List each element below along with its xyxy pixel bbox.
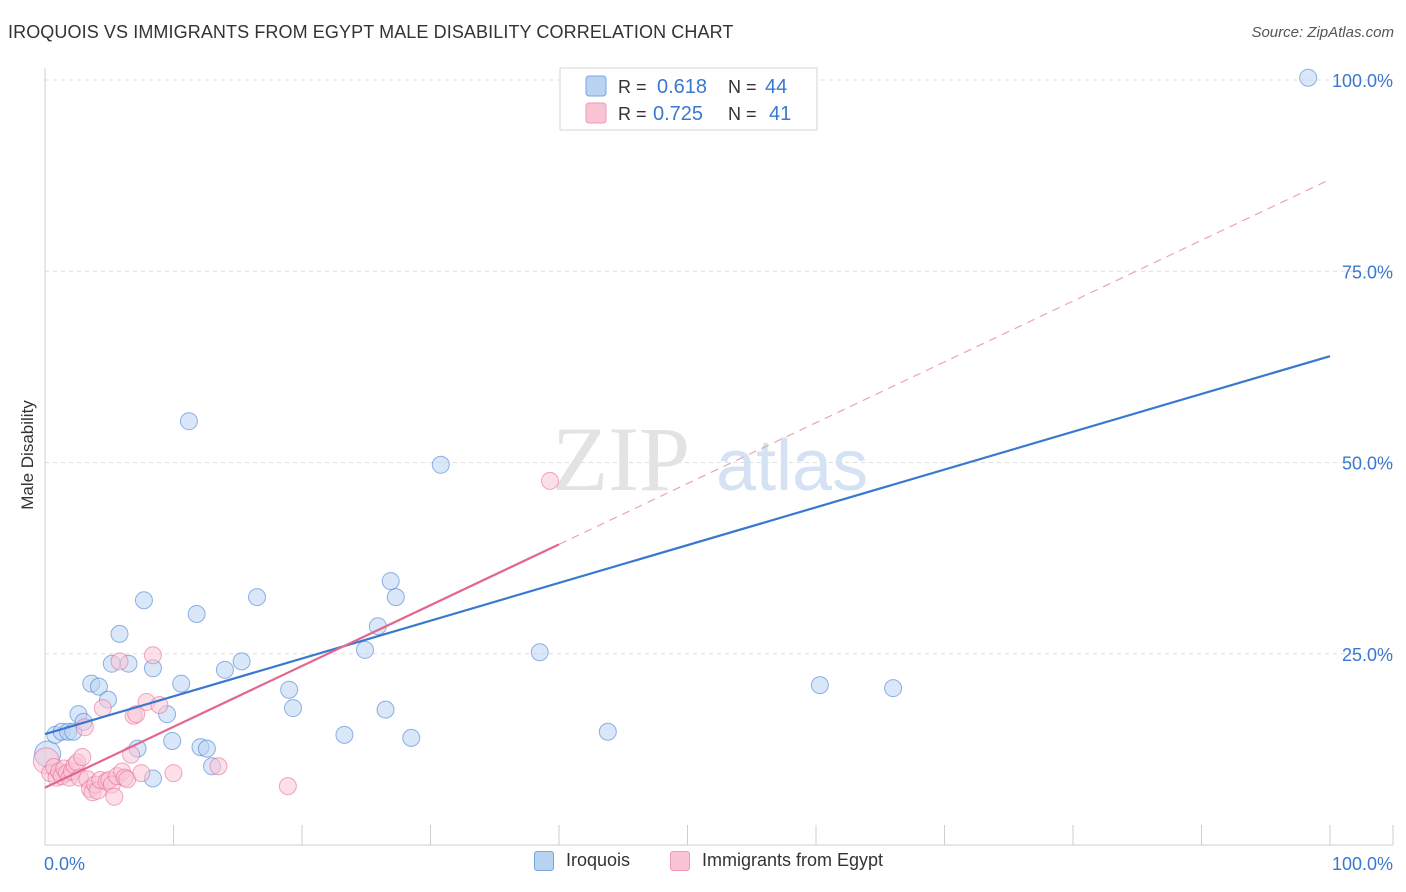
point-egypt-21 bbox=[93, 699, 112, 718]
point-egypt-39 bbox=[209, 757, 228, 776]
point-iroquois-36 bbox=[402, 728, 421, 747]
point-iroquois-30 bbox=[335, 725, 354, 744]
point-egypt-41 bbox=[541, 471, 560, 490]
x-tick-label-min: 0.0% bbox=[44, 854, 85, 874]
point-egypt-33 bbox=[127, 705, 146, 724]
legend-n-value-iroquois: 44 bbox=[765, 76, 787, 98]
watermark-zip: ZIP bbox=[552, 408, 690, 510]
point-iroquois-31 bbox=[355, 640, 374, 659]
legend-swatch-egypt-bottom bbox=[670, 850, 690, 871]
source-label: Source: ZipAtlas.com bbox=[1251, 24, 1394, 41]
point-iroquois-34 bbox=[381, 572, 400, 591]
point-iroquois-25 bbox=[215, 660, 234, 679]
chart-title: IROQUOIS VS IMMIGRANTS FROM EGYPT MALE D… bbox=[8, 22, 734, 42]
x-tick-label-max: 100.0% bbox=[1332, 854, 1393, 874]
legend-swatch-egypt bbox=[585, 102, 607, 124]
point-iroquois-14 bbox=[134, 591, 153, 610]
data-points bbox=[32, 68, 1318, 806]
y-tick-label-25: 25.0% bbox=[1342, 645, 1393, 665]
point-iroquois-26 bbox=[232, 652, 251, 671]
point-iroquois-42 bbox=[1299, 68, 1318, 87]
legend-r-value-egypt: 0.725 bbox=[653, 103, 703, 125]
point-iroquois-11 bbox=[110, 624, 129, 643]
point-iroquois-21 bbox=[187, 604, 206, 623]
point-egypt-27 bbox=[110, 652, 129, 671]
point-iroquois-35 bbox=[386, 588, 405, 607]
series-1-points bbox=[32, 471, 560, 806]
point-iroquois-39 bbox=[598, 722, 617, 741]
legend-item-iroquois: Iroquois bbox=[534, 850, 630, 871]
stats-legend: R = 0.618 N = 44 R = 0.725 N = 41 bbox=[559, 67, 818, 131]
trend-lines bbox=[44, 178, 1331, 789]
point-egypt-40 bbox=[278, 777, 297, 796]
series-0-points bbox=[34, 68, 1318, 788]
point-iroquois-19 bbox=[172, 674, 191, 693]
point-iroquois-41 bbox=[884, 679, 903, 698]
point-iroquois-20 bbox=[179, 412, 198, 431]
watermark-atlas: atlas bbox=[716, 426, 868, 506]
point-iroquois-23 bbox=[197, 739, 216, 758]
point-egypt-36 bbox=[143, 646, 162, 665]
point-iroquois-18 bbox=[163, 731, 182, 750]
legend-n-value-egypt: 41 bbox=[769, 103, 791, 125]
legend-n-label-iroquois: N = bbox=[728, 77, 762, 97]
point-iroquois-29 bbox=[284, 699, 303, 718]
point-egypt-34 bbox=[132, 764, 151, 783]
legend-r-label-egypt: R = bbox=[618, 104, 652, 124]
legend-n-label-egypt: N = bbox=[728, 104, 762, 124]
point-iroquois-28 bbox=[280, 680, 299, 699]
point-egypt-38 bbox=[164, 764, 183, 783]
axes bbox=[44, 68, 1394, 846]
y-tick-label-50: 50.0% bbox=[1342, 454, 1393, 474]
point-iroquois-40 bbox=[810, 676, 829, 695]
trend-line-iroquois bbox=[44, 355, 1331, 736]
point-egypt-25 bbox=[105, 787, 124, 806]
gridlines bbox=[45, 79, 1393, 655]
point-iroquois-38 bbox=[530, 643, 549, 662]
legend-label-iroquois: Iroquois bbox=[566, 850, 631, 870]
series-legend: Iroquois Immigrants from Egypt bbox=[0, 850, 1406, 880]
tick-labels: 25.0% 50.0% 75.0% 100.0% 0.0% 100.0% bbox=[44, 71, 1393, 874]
legend-swatch-iroquois bbox=[585, 75, 607, 97]
point-iroquois-37 bbox=[431, 455, 450, 474]
trend-line-egypt bbox=[44, 543, 560, 789]
point-iroquois-27 bbox=[248, 588, 267, 607]
legend-r-value-iroquois: 0.618 bbox=[657, 76, 707, 98]
trend-line-egypt-extension bbox=[558, 178, 1331, 545]
legend-r-label-iroquois: R = bbox=[618, 77, 652, 97]
legend-swatch-iroquois-bottom bbox=[534, 850, 554, 871]
y-tick-label-100: 100.0% bbox=[1332, 71, 1393, 91]
y-tick-label-75: 75.0% bbox=[1342, 262, 1393, 282]
legend-item-egypt: Immigrants from Egypt bbox=[670, 850, 883, 871]
legend-label-egypt: Immigrants from Egypt bbox=[702, 850, 884, 870]
point-iroquois-8 bbox=[89, 677, 108, 696]
point-egypt-13 bbox=[73, 748, 92, 767]
point-iroquois-33 bbox=[376, 700, 395, 719]
